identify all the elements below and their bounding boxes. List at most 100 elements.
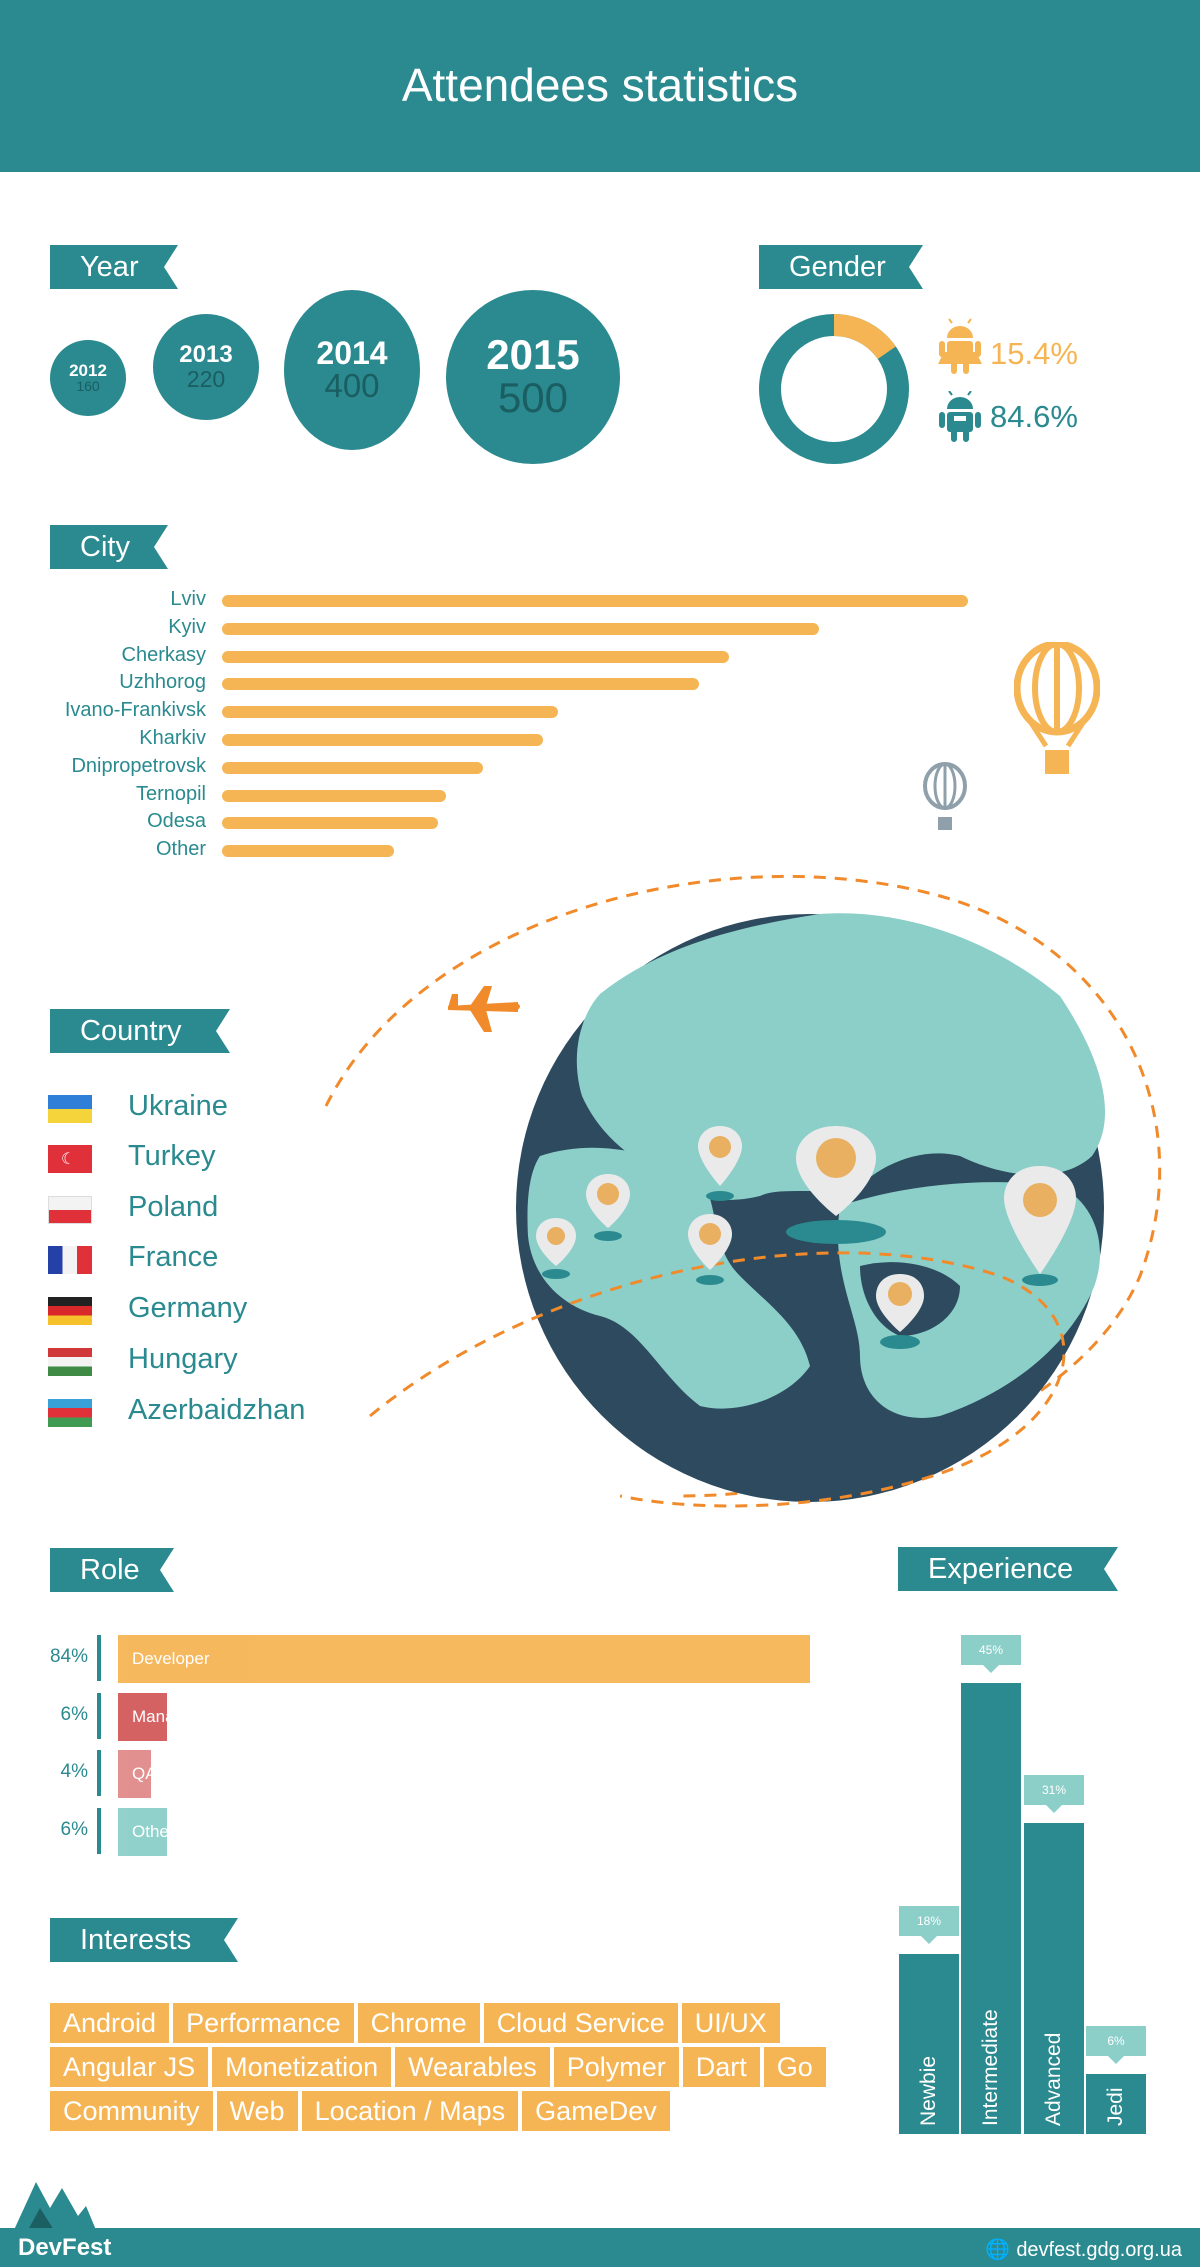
year-circle-2012: 2012 160 bbox=[50, 340, 126, 416]
interest-tag: Dart bbox=[682, 2047, 760, 2087]
role-bar: Other bbox=[118, 1807, 175, 1856]
city-section-ribbon: City bbox=[50, 525, 168, 569]
interest-tag: Polymer bbox=[553, 2047, 679, 2087]
interest-tag: Go bbox=[763, 2047, 826, 2087]
header-banner: Attendees statistics bbox=[0, 0, 1200, 172]
experience-percent: 31% bbox=[1024, 1775, 1084, 1814]
year-label: 2012 bbox=[69, 361, 107, 381]
footer-site-link[interactable]: 🌐 devfest.gdg.org.ua bbox=[985, 2237, 1182, 2262]
year-label: 2013 bbox=[179, 340, 233, 368]
interest-tag: Monetization bbox=[212, 2047, 392, 2087]
flight-path-inner bbox=[369, 1251, 1066, 1508]
experience-bar bbox=[1024, 1823, 1084, 2134]
experience-section-ribbon: Experience bbox=[898, 1547, 1118, 1591]
city-bar bbox=[222, 734, 543, 746]
experience-label: Jedi bbox=[1104, 2087, 1127, 2126]
country-name: Germany bbox=[128, 1292, 248, 1324]
city-bar bbox=[222, 650, 730, 663]
role-percent: 6% bbox=[60, 1818, 88, 1840]
country-name: Turkey bbox=[128, 1140, 216, 1172]
hungary-flag bbox=[48, 1348, 92, 1376]
interest-tag: Wearables bbox=[395, 2047, 550, 2087]
role-tick bbox=[97, 1692, 101, 1739]
experience-label: Newbie bbox=[917, 2055, 940, 2126]
year-label: 2014 bbox=[316, 334, 388, 371]
interest-tag: Web bbox=[216, 2091, 298, 2131]
city-bar bbox=[222, 845, 394, 858]
interest-tag: Location / Maps bbox=[301, 2091, 519, 2131]
city-label: Uzhhorog bbox=[119, 671, 206, 694]
experience-label: Intermediate bbox=[979, 2009, 1002, 2126]
poland-flag bbox=[48, 1196, 92, 1224]
germany-flag bbox=[48, 1297, 92, 1325]
azerbaijan-flag bbox=[48, 1399, 92, 1427]
footer-brand: DevFest bbox=[18, 2234, 112, 2261]
country-section-ribbon: Country bbox=[50, 1009, 230, 1053]
airplane-icon bbox=[448, 986, 520, 1032]
country-name: Hungary bbox=[128, 1343, 238, 1375]
globe-icon: 🌐 bbox=[985, 2239, 1011, 2261]
interest-tag: UI/UX bbox=[681, 2003, 780, 2043]
android-female-icon bbox=[938, 318, 982, 374]
role-percent: 6% bbox=[60, 1703, 88, 1725]
interest-tag: Android bbox=[50, 2003, 170, 2043]
footer-bar bbox=[0, 2228, 1200, 2267]
role-bar: Management bbox=[118, 1692, 231, 1741]
footer-site-text: devfest.gdg.org.ua bbox=[1016, 2239, 1182, 2261]
year-count: 220 bbox=[186, 365, 226, 392]
role-bar: QA bbox=[118, 1750, 157, 1798]
gender-female-percent: 15.4% bbox=[990, 336, 1078, 371]
role-percent: 4% bbox=[60, 1761, 88, 1782]
country-name: Azerbaidzhan bbox=[128, 1394, 306, 1426]
city-bar bbox=[222, 789, 446, 802]
interest-tag: Chrome bbox=[357, 2003, 480, 2043]
interest-tag: Angular JS bbox=[50, 2047, 209, 2087]
year-circle-2015: 2015 500 bbox=[446, 290, 620, 464]
interest-tag: Community bbox=[50, 2091, 213, 2131]
role-section-ribbon: Role bbox=[50, 1548, 174, 1592]
city-label: Odesa bbox=[147, 810, 206, 833]
city-bar bbox=[222, 761, 484, 774]
experience-percent: 6% bbox=[1086, 2025, 1146, 2064]
ukraine-flag bbox=[48, 1095, 92, 1123]
experience-percent: 18% bbox=[899, 1905, 959, 1944]
android-male-icon bbox=[939, 391, 981, 442]
devfest-mountains-logo bbox=[14, 2182, 96, 2230]
interest-tag: Performance bbox=[173, 2003, 354, 2043]
city-label: Kharkiv bbox=[139, 727, 206, 749]
city-bar bbox=[222, 622, 819, 635]
landmass-europe-north bbox=[576, 913, 1106, 1200]
city-bar bbox=[222, 595, 968, 607]
gender-male-percent: 84.6% bbox=[990, 399, 1078, 434]
interest-tag: Cloud Service bbox=[483, 2003, 678, 2043]
year-circle-2013: 2013 220 bbox=[153, 314, 259, 420]
year-label: 2015 bbox=[486, 330, 580, 378]
role-tick bbox=[97, 1635, 101, 1681]
experience-percent: 45% bbox=[961, 1635, 1021, 1673]
city-bar bbox=[222, 817, 439, 830]
year-count: 400 bbox=[324, 366, 380, 404]
city-bar bbox=[222, 706, 558, 719]
experience-label: Advanced bbox=[1042, 2032, 1065, 2126]
interests-tag-cloud: Android Performance Chrome Cloud Service UI/… bbox=[50, 2003, 870, 2135]
hot-air-balloon-large-icon bbox=[1014, 642, 1100, 774]
year-section-ribbon: Year bbox=[50, 245, 178, 289]
gender-donut-female bbox=[759, 314, 909, 464]
page-title: Attendees statistics bbox=[401, 59, 799, 111]
role-bar: Developer bbox=[118, 1635, 810, 1683]
globe-map bbox=[324, 874, 1162, 1508]
experience-bar bbox=[961, 1683, 1021, 2134]
role-percent: 84% bbox=[49, 1646, 88, 1667]
role-tick bbox=[97, 1807, 101, 1854]
city-bar bbox=[222, 678, 700, 691]
year-count: 500 bbox=[497, 373, 569, 421]
experience-bar bbox=[1086, 2073, 1146, 2134]
experience-bar bbox=[899, 1953, 959, 2134]
city-label: Ternopil bbox=[135, 782, 206, 805]
year-circle-2014: 2014 400 bbox=[284, 290, 420, 450]
city-label: Ivano-Frankivsk bbox=[64, 699, 206, 722]
city-label: Other bbox=[155, 838, 206, 861]
map-pin-azerbaijan bbox=[1004, 1166, 1076, 1274]
turkey-flag: ☾ bbox=[48, 1145, 92, 1173]
city-label: Lviv bbox=[170, 588, 206, 610]
